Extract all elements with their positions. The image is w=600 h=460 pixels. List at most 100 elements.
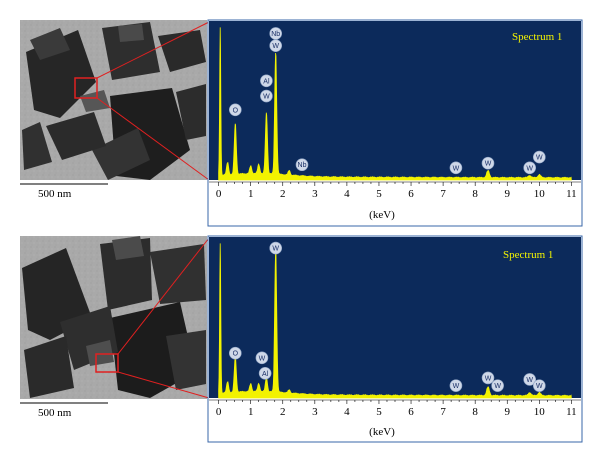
- x-tick-label: 5: [376, 406, 382, 418]
- peak-marker-circle: [481, 156, 495, 170]
- scale-bar-label-top: 500 nm: [38, 188, 72, 200]
- peak-marker-circle: [255, 351, 269, 365]
- x-axis-label-top: (keV): [369, 209, 395, 221]
- peak-marker-label: W: [536, 383, 543, 390]
- peak-marker-label: W: [526, 165, 533, 172]
- peak-marker: Nb: [269, 27, 283, 40]
- x-tick-label: 1: [248, 188, 254, 200]
- peak-marker-circle: [491, 379, 504, 392]
- roi-box-bottom: [95, 353, 119, 373]
- peak-marker: W: [533, 150, 546, 164]
- peak-marker-label: Al: [263, 78, 270, 85]
- x-tick-label: 3: [312, 406, 318, 418]
- peak-marker-label: W: [485, 161, 492, 168]
- peak-marker: W: [449, 161, 463, 175]
- peak-marker: Al: [260, 74, 273, 88]
- spectrum-title-top: Spectrum 1: [512, 31, 562, 43]
- peak-marker-label: Al: [262, 371, 269, 378]
- x-axis-label-bottom: (keV): [369, 426, 395, 438]
- tem-image-top: [20, 20, 207, 180]
- callout-line-bottom-2: [117, 371, 210, 399]
- x-tick-label: 10: [534, 188, 546, 200]
- x-tick-label: 0: [216, 406, 222, 418]
- tem-image-bottom: [20, 236, 207, 399]
- peak-marker-label: Nb: [271, 31, 280, 38]
- peak-marker: W: [523, 161, 536, 175]
- x-tick-label: 5: [376, 188, 382, 200]
- peak-marker-circle: [260, 74, 273, 88]
- x-tick-label: 7: [440, 188, 446, 200]
- peak-marker: W: [481, 371, 495, 385]
- peak-marker: W: [523, 373, 536, 386]
- roi-box-top: [74, 77, 98, 99]
- x-axis-top: 0 1 2 3 4 5 6 7 8 9 10 11: [209, 181, 581, 200]
- callout-line-bottom-1: [117, 237, 210, 355]
- x-tick-label: 4: [344, 188, 350, 200]
- peak-marker-label: O: [233, 351, 239, 358]
- peak-marker-circle: [523, 373, 536, 386]
- x-tick-label: 8: [472, 188, 478, 200]
- x-tick-label: 3: [312, 188, 318, 200]
- peak-marker-circle: [449, 161, 463, 175]
- peak-marker-circle: [449, 379, 463, 392]
- x-tick-label: 4: [344, 406, 350, 418]
- peak-marker: W: [255, 351, 269, 365]
- peak-marker-circle: [260, 89, 273, 103]
- x-tick-label: 9: [504, 406, 510, 418]
- peak-marker: Al: [258, 366, 272, 380]
- peak-marker-label: W: [263, 94, 270, 101]
- peak-marker-circle: [533, 379, 546, 392]
- x-tick-label: 6: [408, 406, 414, 418]
- callout-line-top-1: [96, 21, 210, 79]
- x-tick-label: 0: [216, 188, 222, 200]
- peak-marker-label: W: [272, 43, 279, 50]
- peak-marker: W: [269, 39, 283, 52]
- peak-marker-circle: [481, 371, 495, 385]
- peak-marker-circle: [523, 161, 536, 175]
- peak-marker: W: [449, 379, 463, 392]
- peak-marker-circle: [269, 241, 283, 255]
- peak-marker-label: W: [536, 155, 543, 162]
- x-tick-label: 2: [280, 188, 286, 200]
- peak-marker-label: W: [494, 383, 501, 390]
- peak-marker-circle: [533, 150, 546, 164]
- x-tick-label: 2: [280, 406, 286, 418]
- peak-marker: Nb: [295, 158, 309, 172]
- peak-marker: W: [533, 379, 546, 392]
- peak-marker: O: [228, 103, 242, 117]
- peak-marker-label: W: [272, 246, 279, 253]
- peak-marker-label: W: [453, 383, 460, 390]
- x-tick-label: 11: [566, 406, 577, 418]
- peak-marker-label: O: [233, 107, 239, 114]
- peak-marker: W: [491, 379, 504, 392]
- peak-marker-label: W: [453, 165, 460, 172]
- peak-marker-circle: [258, 366, 272, 380]
- callout-line-top-2: [96, 97, 210, 181]
- x-axis-bottom: 0 1 2 3 4 5 6 7 8 9 10 11: [209, 399, 581, 418]
- peak-marker: W: [260, 89, 273, 103]
- peak-marker-circle: [295, 158, 309, 172]
- peak-marker-label: W: [259, 355, 266, 362]
- x-tick-label: 9: [504, 188, 510, 200]
- peak-marker-circle: [228, 103, 242, 117]
- spectrum-title-bottom: Spectrum 1: [503, 249, 553, 261]
- spectrum-series-top: [218, 27, 572, 181]
- peak-marker: W: [269, 241, 283, 255]
- x-tick-label: 11: [566, 188, 577, 200]
- peak-marker-circle: [228, 346, 242, 360]
- peak-marker-label: W: [485, 375, 492, 382]
- x-tick-label: 7: [440, 406, 446, 418]
- x-tick-label: 6: [408, 188, 414, 200]
- x-tick-label: 10: [534, 406, 546, 418]
- x-tick-label: 8: [472, 406, 478, 418]
- peak-marker: O: [228, 346, 242, 360]
- x-tick-label: 1: [248, 406, 254, 418]
- spectrum-series-bottom: [218, 243, 572, 399]
- peak-marker-label: Nb: [298, 162, 307, 169]
- scale-bar-label-bottom: 500 nm: [38, 407, 72, 419]
